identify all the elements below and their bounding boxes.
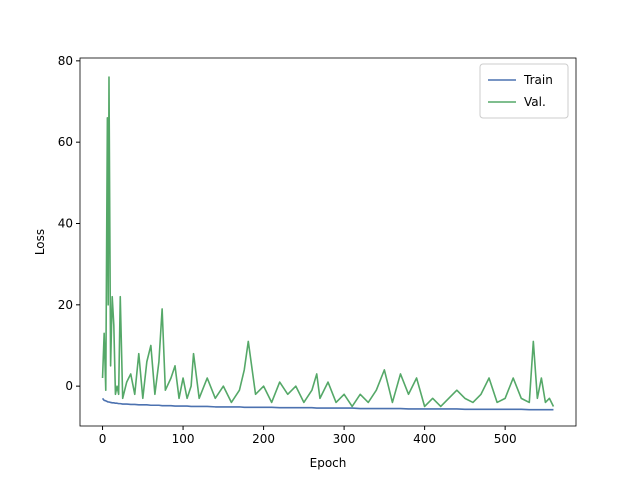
plot-frame: [79, 57, 577, 427]
legend-label: Val.: [524, 95, 546, 109]
y-tick-label: 0: [65, 379, 73, 393]
x-tick-label: 400: [413, 432, 436, 446]
x-tick-label: 500: [494, 432, 517, 446]
y-tick-label: 60: [58, 135, 73, 149]
y-tick-label: 40: [58, 216, 73, 230]
x-tick-label: 0: [99, 432, 107, 446]
legend-label: Train: [523, 73, 553, 87]
x-axis-label: Epoch: [310, 456, 347, 470]
y-tick-label: 20: [58, 298, 73, 312]
series-line: [101, 397, 554, 411]
legend-box: [479, 63, 569, 119]
x-tick-label: 200: [252, 432, 275, 446]
y-axis-label: Loss: [33, 229, 47, 255]
x-tick-label: 100: [172, 432, 195, 446]
series-line: [101, 76, 555, 408]
y-tick-label: 80: [58, 54, 73, 68]
x-tick-label: 300: [333, 432, 356, 446]
